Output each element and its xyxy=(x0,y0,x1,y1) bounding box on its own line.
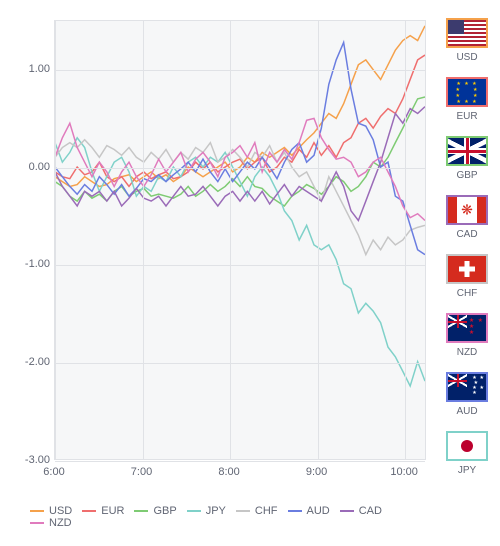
x-axis-label: 6:00 xyxy=(43,466,64,478)
legend-swatch-icon xyxy=(134,510,148,512)
x-gridline xyxy=(318,21,319,459)
legend-item-chf[interactable]: CHF xyxy=(236,505,278,517)
x-gridline xyxy=(405,21,406,459)
flag-eur-icon xyxy=(446,77,488,107)
legend-label: NZD xyxy=(49,517,72,529)
legend-label: JPY xyxy=(206,505,226,517)
flag-label: USD xyxy=(456,52,477,63)
flag-cad-icon: ❋ xyxy=(446,195,488,225)
maple-leaf-icon: ❋ xyxy=(461,202,473,219)
flag-gbp-icon xyxy=(446,136,488,166)
currency-strength-chart: 1.00 0.00 -1.00 -2.00 -3.006:00 7:00 8:00 9:00 1… xyxy=(10,20,430,490)
series-aud xyxy=(55,42,425,254)
flag-label: NZD xyxy=(457,347,478,358)
legend-item-eur[interactable]: EUR xyxy=(82,505,124,517)
flag-item-chf[interactable]: CHF xyxy=(446,254,488,299)
flag-item-jpy[interactable]: JPY xyxy=(446,431,488,476)
y-gridline xyxy=(55,363,425,364)
currency-flags-column: USD EUR GBP ❋ CAD CHF NZD AUD JPY xyxy=(442,18,492,476)
x-gridline xyxy=(55,21,56,459)
legend-label: CHF xyxy=(255,505,278,517)
flag-label: CHF xyxy=(457,288,478,299)
legend-item-cad[interactable]: CAD xyxy=(340,505,382,517)
chart-legend: USD EUR GBP JPY CHF AUD CAD NZD xyxy=(30,505,430,529)
x-gridline xyxy=(143,21,144,459)
x-gridline xyxy=(230,21,231,459)
legend-item-usd[interactable]: USD xyxy=(30,505,72,517)
y-gridline xyxy=(55,265,425,266)
legend-label: AUD xyxy=(307,505,330,517)
y-gridline xyxy=(55,461,425,462)
y-axis-label: -1.00 xyxy=(10,258,50,270)
x-axis-label: 9:00 xyxy=(306,466,327,478)
flag-item-eur[interactable]: EUR xyxy=(446,77,488,122)
legend-item-jpy[interactable]: JPY xyxy=(187,505,226,517)
flag-aud-icon xyxy=(446,372,488,402)
legend-label: USD xyxy=(49,505,72,517)
y-axis-label: -3.00 xyxy=(10,454,50,466)
legend-label: CAD xyxy=(359,505,382,517)
series-jpy xyxy=(55,138,425,386)
y-axis-label: 1.00 xyxy=(10,63,50,75)
legend-swatch-icon xyxy=(340,510,354,512)
legend-swatch-icon xyxy=(288,510,302,512)
legend-swatch-icon xyxy=(187,510,201,512)
y-axis-label: -2.00 xyxy=(10,356,50,368)
x-axis-label: 8:00 xyxy=(218,466,239,478)
y-axis-label: 0.00 xyxy=(10,161,50,173)
flag-item-cad[interactable]: ❋ CAD xyxy=(446,195,488,240)
flag-label: JPY xyxy=(458,465,476,476)
legend-label: GBP xyxy=(153,505,176,517)
flag-item-usd[interactable]: USD xyxy=(446,18,488,63)
series-usd xyxy=(55,26,425,187)
flag-label: EUR xyxy=(456,111,477,122)
legend-swatch-icon xyxy=(236,510,250,512)
flag-label: AUD xyxy=(456,406,477,417)
y-gridline xyxy=(55,70,425,71)
legend-item-aud[interactable]: AUD xyxy=(288,505,330,517)
legend-item-gbp[interactable]: GBP xyxy=(134,505,176,517)
legend-swatch-icon xyxy=(82,510,96,512)
x-axis-label: 7:00 xyxy=(131,466,152,478)
flag-chf-icon xyxy=(446,254,488,284)
flag-nzd-icon xyxy=(446,313,488,343)
flag-item-aud[interactable]: AUD xyxy=(446,372,488,417)
plot-area xyxy=(54,20,426,460)
legend-item-nzd[interactable]: NZD xyxy=(30,517,72,529)
chart-lines xyxy=(55,21,425,459)
flag-item-nzd[interactable]: NZD xyxy=(446,313,488,358)
flag-jpy-icon xyxy=(446,431,488,461)
flag-label: CAD xyxy=(456,229,477,240)
flag-usd-icon xyxy=(446,18,488,48)
legend-label: EUR xyxy=(101,505,124,517)
y-gridline xyxy=(55,168,425,169)
x-axis-label: 10:00 xyxy=(390,466,418,478)
flag-label: GBP xyxy=(456,170,477,181)
legend-swatch-icon xyxy=(30,522,44,524)
flag-item-gbp[interactable]: GBP xyxy=(446,136,488,181)
legend-swatch-icon xyxy=(30,510,44,512)
